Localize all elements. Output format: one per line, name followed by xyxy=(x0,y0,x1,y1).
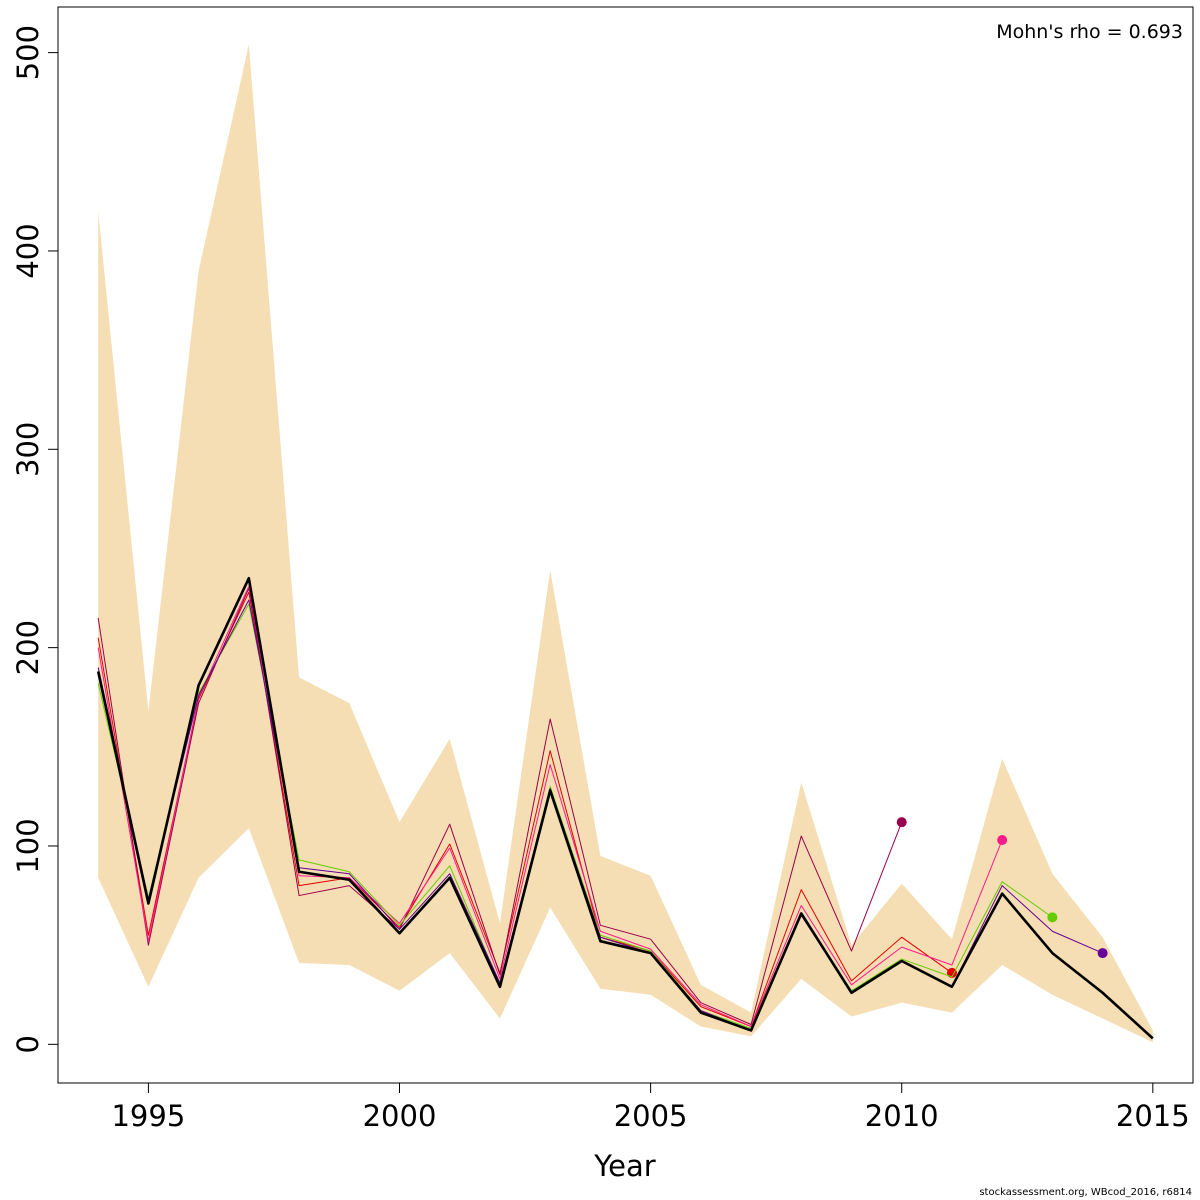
y-tick-label: 100 xyxy=(11,818,45,873)
x-tick-label: 2000 xyxy=(363,1099,437,1133)
x-tick-label: 2015 xyxy=(1116,1099,1190,1133)
series-endpoint-5 xyxy=(1097,948,1108,959)
x-axis-label: Year xyxy=(593,1149,655,1183)
x-tick-label: 2005 xyxy=(614,1099,688,1133)
series-line-3 xyxy=(97,585,1003,1027)
series-line-1 xyxy=(97,591,953,1027)
series-endpoint-1 xyxy=(946,967,957,978)
series-line-2 xyxy=(97,587,903,1025)
y-tick-label: 400 xyxy=(11,223,45,278)
y-tick-label: 300 xyxy=(11,422,45,477)
y-tick-label: 200 xyxy=(11,620,45,675)
y-tick-label: 500 xyxy=(11,25,45,80)
series-endpoint-4 xyxy=(1047,912,1058,923)
confidence-band xyxy=(98,44,1153,1043)
mohns-rho-annotation: Mohn's rho = 0.693 xyxy=(996,21,1183,43)
series-endpoint-3 xyxy=(997,835,1008,846)
x-tick-label: 1995 xyxy=(111,1099,185,1133)
footer-credit: stockassessment.org, WBcod_2016, r6814 xyxy=(979,1187,1192,1198)
y-tick-label: 0 xyxy=(11,1035,45,1053)
series-endpoint-2 xyxy=(896,817,907,828)
series-line-6 xyxy=(96,576,1154,1040)
x-tick-label: 2010 xyxy=(865,1099,939,1133)
